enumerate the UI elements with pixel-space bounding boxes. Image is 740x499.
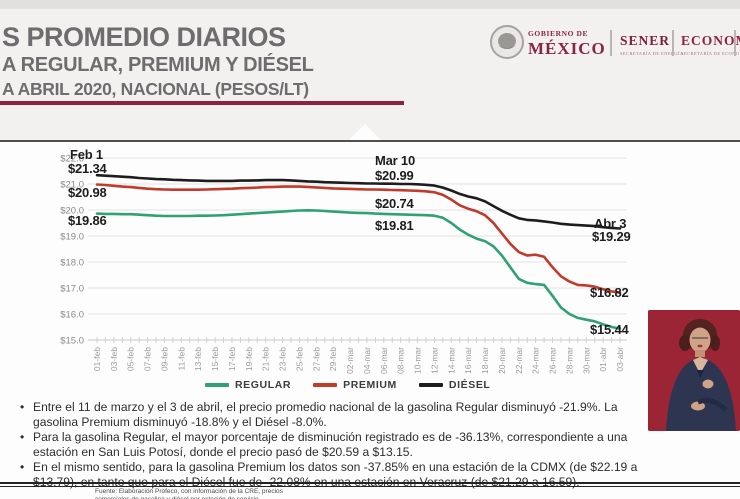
economia-logo: ECONOMÍA SECRETARÍA DE ECONOMÍA: [681, 33, 740, 56]
economia-label: ECONOMÍA: [681, 33, 740, 48]
sener-label: SENER: [620, 33, 671, 48]
logo-divider: [734, 30, 736, 56]
annotation-mar10-regular: $19.81: [375, 218, 414, 233]
legend-dash-icon: [313, 383, 338, 387]
sener-sublabel: SECRETARÍA DE ENERGÍA: [620, 51, 684, 56]
bullet-marker: •: [20, 400, 25, 414]
interpreter-video: [648, 310, 740, 431]
sener-logo: SENER SECRETARÍA DE ENERGÍA: [620, 33, 684, 56]
bullet-list: • Entre el 11 de marzo y el 3 de abril, e…: [20, 400, 644, 490]
bullet-marker: •: [20, 460, 25, 475]
annotation-abr3-regular: $15.44: [590, 322, 629, 337]
title-block: S PROMEDIO DIARIOS A REGULAR, PREMIUM Y …: [2, 22, 314, 100]
annotation-feb1-diesel: $21.34: [68, 161, 107, 176]
legend-item-premium: PREMIUM: [313, 379, 397, 391]
card-top-border: [0, 139, 740, 142]
logo-divider: [672, 30, 674, 56]
top-strip: [0, 0, 740, 9]
annotation-abr3-diesel: $19.29: [592, 229, 631, 244]
source-note-line1: Fuente: Elaboración Profeco, con informa…: [95, 488, 283, 495]
legend-item-regular: REGULAR: [205, 379, 291, 391]
mexico-label: MÉXICO: [528, 39, 606, 58]
bullet-text: Para la gasolina Regular, el mayor porce…: [33, 430, 628, 459]
annotation-feb1-regular: $19.86: [68, 213, 107, 228]
annotation-abr3-title: Abr 3: [594, 216, 627, 231]
footer-divider: [0, 482, 740, 484]
bullet-text: En el mismo sentido, para la gasolina Pr…: [33, 460, 638, 489]
legend-dash-icon: [205, 383, 229, 387]
source-note-line2: comerciales de gasolina y diésel por est…: [95, 495, 259, 499]
chart-legend: REGULAR PREMIUM DIÉSEL: [205, 379, 490, 391]
page-title: S PROMEDIO DIARIOS: [2, 22, 286, 52]
legend-label: REGULAR: [235, 379, 292, 391]
footer-divider: [0, 485, 740, 487]
legend-dash-icon: [418, 383, 443, 387]
annotation-abr3-premium: $16.82: [590, 285, 629, 300]
legend-label: PREMIUM: [343, 379, 397, 391]
annotation-mar10-premium: $20.74: [375, 196, 414, 211]
interpreter-figure: [648, 310, 740, 431]
annotation-mar10-title: Mar 10: [375, 153, 415, 168]
annotation-feb1-premium: $20.98: [68, 185, 107, 200]
bullet-text: Entre el 11 de marzo y el 3 de abril, el…: [33, 400, 618, 429]
legend-label: DIÉSEL: [448, 379, 491, 391]
title-underline: [0, 101, 404, 105]
gobierno-eagle-seal-icon: [490, 25, 524, 59]
legend-item-diésel: DIÉSEL: [418, 379, 491, 391]
bullet-item-2: • Para la gasolina Regular, el mayor porc…: [20, 430, 644, 460]
annotation-mar10-diesel: $20.99: [375, 168, 414, 183]
source-note: Fuente: Elaboración Profeco, con informa…: [95, 488, 283, 499]
bullet-marker: •: [20, 430, 25, 445]
bullet-item-1: • Entre el 11 de marzo y el 3 de abril, e…: [20, 400, 644, 430]
page-subtitle: A REGULAR, PREMIUM Y DIÉSEL: [2, 54, 314, 76]
card-notch: [348, 124, 382, 141]
logo-divider: [610, 30, 612, 56]
economia-sublabel: SECRETARÍA DE ECONOMÍA: [681, 51, 740, 56]
bullet-item-3: • En el mismo sentido, para la gasolina P…: [20, 460, 644, 490]
page-subtitle-2: A ABRIL 2020, NACIONAL (PESOS/LT): [2, 79, 309, 99]
annotation-feb1-title: Feb 1: [70, 147, 103, 162]
gobierno-de-mexico-logo: GOBIERNO DE MÉXICO: [528, 29, 606, 59]
gobierno-de-label: GOBIERNO DE: [528, 29, 589, 38]
